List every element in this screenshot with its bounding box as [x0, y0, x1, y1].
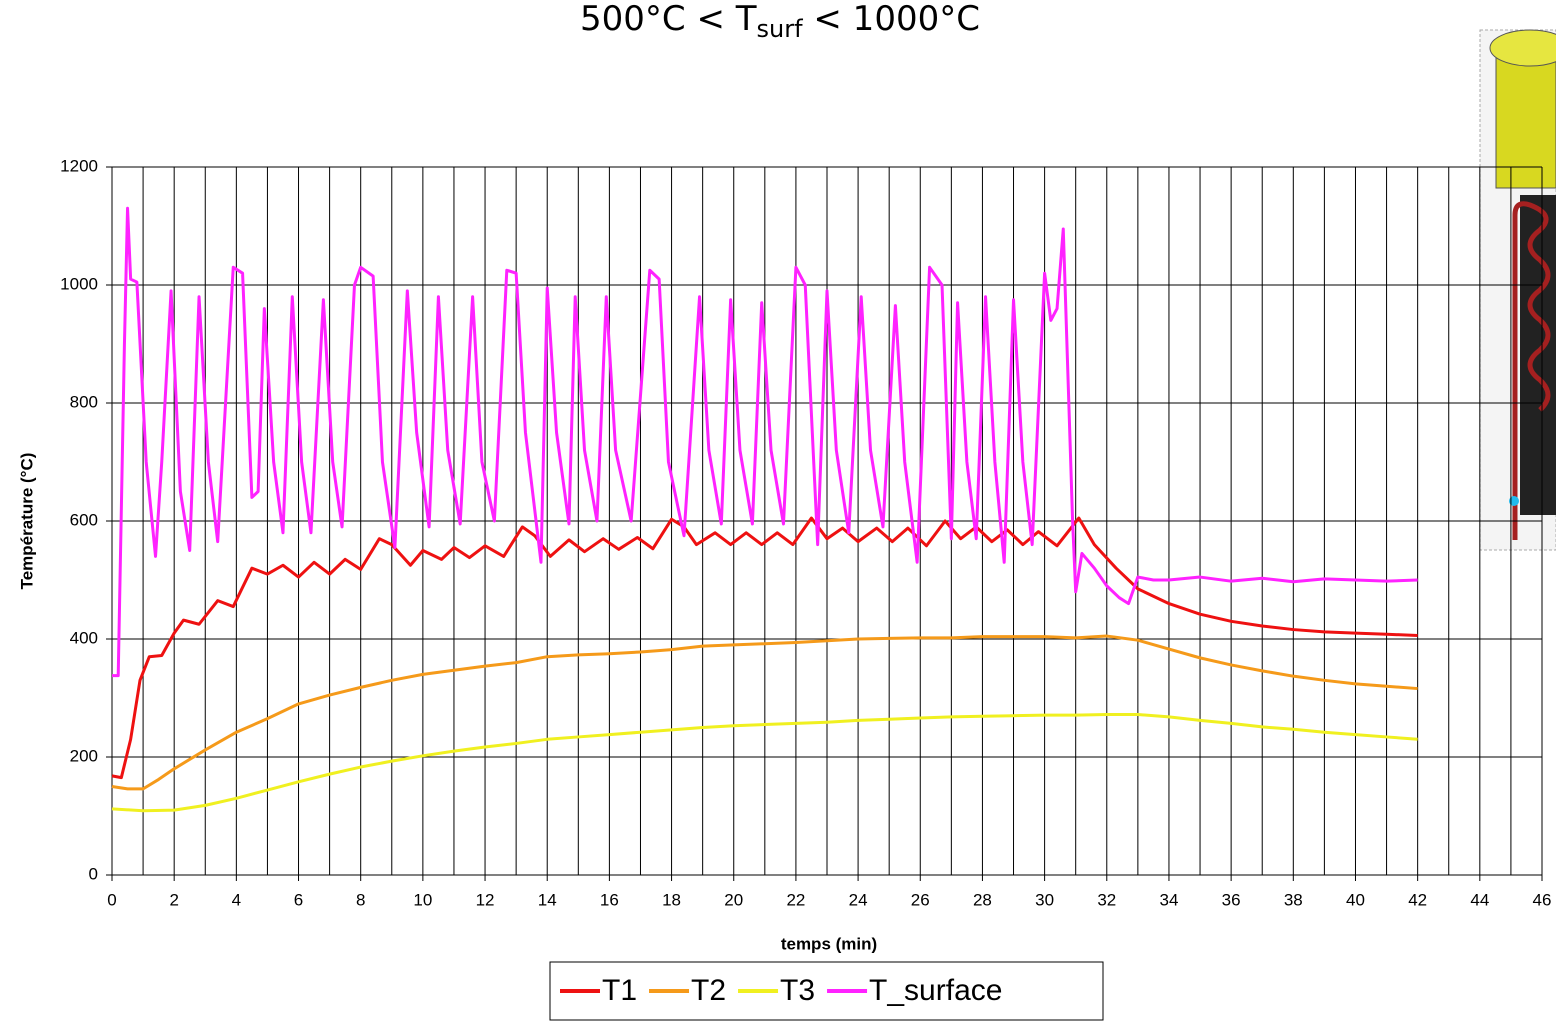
legend-label: T1	[602, 974, 637, 1007]
y-tick-label: 0	[89, 864, 98, 883]
series-line	[112, 206, 1418, 678]
coil	[1512, 201, 1551, 540]
series-line	[111, 634, 1418, 791]
grid	[106, 166, 1543, 881]
title-subscript: surf	[757, 15, 804, 43]
x-tick-label: 38	[1284, 890, 1303, 909]
device-illustration	[1479, 29, 1556, 551]
x-tick-label: 14	[538, 890, 557, 909]
y-tick-label: 1200	[60, 156, 98, 175]
y-axis-label: Température (°C)	[17, 453, 36, 590]
x-tick-label: 34	[1159, 890, 1178, 909]
x-tick-label: 8	[356, 890, 365, 909]
legend-box	[549, 961, 1104, 1021]
y-tick-label: 800	[70, 392, 98, 411]
x-tick-label: 18	[662, 890, 681, 909]
series-line	[111, 713, 1418, 813]
cylinder-top	[1489, 29, 1556, 67]
x-tick-label: 44	[1470, 890, 1489, 909]
x-tick-label: 4	[232, 890, 241, 909]
y-tick-label: 1000	[60, 274, 98, 293]
x-tick-label: 0	[107, 890, 116, 909]
x-tick-label: 6	[294, 890, 303, 909]
x-tick-label: 42	[1408, 890, 1427, 909]
rod	[1520, 195, 1556, 515]
title-part: < 1000°C	[803, 0, 980, 39]
x-tick-label: 12	[476, 890, 495, 909]
x-tick-label: 40	[1346, 890, 1365, 909]
x-axis-label: temps (min)	[781, 934, 877, 953]
legend: T1 T2 T3 T_surface	[560, 974, 1002, 1007]
x-tick-label: 22	[786, 890, 805, 909]
x-tick-label: 20	[724, 890, 743, 909]
legend-label: T2	[691, 974, 726, 1007]
y-tick-label: 600	[70, 510, 98, 529]
x-tick-label: 36	[1222, 890, 1241, 909]
x-tick-label: 30	[1035, 890, 1054, 909]
y-tick-label: 400	[70, 628, 98, 647]
x-tick-label: 46	[1533, 890, 1552, 909]
x-tick-label: 16	[600, 890, 619, 909]
x-tick-label: 28	[973, 890, 992, 909]
x-tick-label: 24	[849, 890, 868, 909]
x-tick-label: 32	[1097, 890, 1116, 909]
x-tick-label: 10	[413, 890, 432, 909]
plot-lines	[111, 206, 1418, 813]
sensor-dot	[1509, 496, 1519, 506]
title-part: 500°C < T	[580, 0, 757, 39]
cylinder-body	[1495, 47, 1556, 189]
x-tick-label: 2	[169, 890, 178, 909]
x-tick-label: 26	[911, 890, 930, 909]
legend-label: T3	[780, 974, 815, 1007]
legend-label: T_surface	[869, 974, 1002, 1007]
chart-title: 500°C < Tsurf < 1000°C	[580, 0, 980, 43]
y-tick-label: 200	[70, 746, 98, 765]
